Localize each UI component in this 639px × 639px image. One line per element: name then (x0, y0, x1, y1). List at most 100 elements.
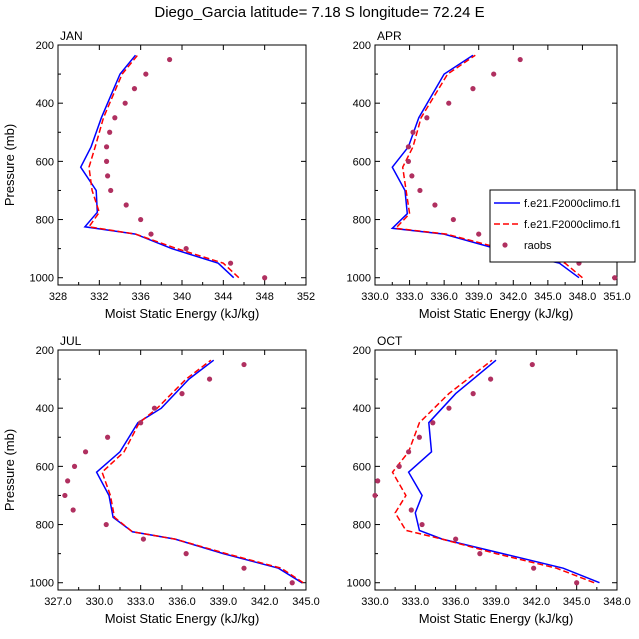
raobs-point (151, 405, 158, 411)
y-tick-label: 200 (36, 40, 54, 52)
legend-box (489, 189, 636, 263)
x-tick-label: 330.0 (86, 596, 114, 608)
raobs-point (143, 71, 149, 77)
y-tick-label: 800 (353, 520, 371, 532)
raobs-point (406, 449, 412, 455)
y-tick-label: 200 (36, 345, 54, 357)
y-tick-label: 600 (36, 461, 54, 473)
raobs-point (262, 275, 268, 281)
raobs-point (62, 492, 68, 499)
y-tick-label: 600 (353, 156, 371, 168)
raobs-point (112, 115, 118, 121)
model-line-dashed (101, 359, 304, 584)
raobs-point (488, 376, 494, 382)
x-tick-label: 336.0 (430, 291, 458, 303)
raobs-point (70, 507, 76, 513)
raobs-point (131, 86, 138, 92)
raobs-point (183, 551, 189, 557)
raobs-point (424, 115, 430, 121)
y-axis-label: Pressure (mb) (2, 124, 17, 206)
x-tick-label: 332 (90, 291, 108, 303)
y-tick-label: 800 (353, 215, 371, 227)
panel-apr: APR 330.0 333.0 336.0 339.0 342.0 345.0 348.0 35… (347, 29, 631, 321)
raobs-point (107, 129, 113, 135)
x-tick-label: 339.0 (210, 596, 238, 608)
x-tick-label: 336.0 (168, 596, 196, 608)
raobs-point (183, 246, 189, 252)
raobs-point (103, 521, 109, 528)
x-tick-label: 336 (131, 291, 149, 303)
raobs-point (103, 158, 110, 164)
plot-frame (57, 44, 307, 286)
legend-marker (502, 242, 508, 248)
model-line-solid (79, 54, 235, 279)
x-axis-label: Moist Static Energy (kJ/kg) (105, 611, 260, 626)
raobs-point (123, 202, 129, 208)
raobs-point (105, 434, 111, 440)
raobs-point (410, 129, 416, 135)
x-axis-label: Moist Static Energy (kJ/kg) (419, 306, 574, 321)
model-line-dashed (391, 359, 595, 584)
raobs-point (476, 231, 482, 237)
raobs-point (396, 463, 402, 469)
raobs-point (241, 361, 247, 368)
x-tick-label: 345.0 (292, 596, 320, 608)
raobs-point (227, 260, 234, 266)
model-line-solid (95, 359, 303, 584)
panel-jan: JAN 328 332 336 340 344 348 352 200 400 600 800 1000… (2, 29, 315, 321)
y-tick-label: 600 (353, 461, 371, 473)
panel-oct: OCT 330.0 333.0 336.0 339.0 342.0 345.0 348.0 20… (347, 334, 631, 626)
y-tick-label: 1000 (30, 273, 54, 285)
raobs-point (574, 580, 580, 586)
panel-title: OCT (377, 334, 403, 348)
raobs-point (103, 144, 110, 150)
x-tick-label: 345.0 (563, 596, 591, 608)
x-axis-label: Moist Static Energy (kJ/kg) (419, 611, 574, 626)
x-tick-label: 348.0 (603, 596, 631, 608)
raobs-point (453, 536, 459, 542)
legend-label: f.e21.F2000climo.f1 (524, 219, 621, 231)
panel-title: JUL (60, 334, 82, 348)
x-tick-label: 333.0 (396, 291, 424, 303)
raobs-point (612, 275, 618, 281)
model-line-solid (407, 359, 600, 584)
raobs-point (82, 449, 89, 455)
raobs-point (65, 478, 71, 484)
y-axis-label: Pressure (mb) (2, 429, 17, 511)
x-tick-label: 352 (297, 291, 315, 303)
x-tick-label: 351.0 (603, 291, 631, 303)
y-tick-label: 1000 (347, 578, 371, 590)
raobs-point (491, 71, 497, 77)
y-tick-label: 400 (353, 403, 371, 415)
raobs-point (108, 187, 114, 194)
raobs-point (450, 216, 456, 223)
raobs-point (179, 391, 185, 397)
y-tick-label: 400 (353, 98, 371, 110)
raobs-point (446, 100, 452, 106)
x-tick-label: 330.0 (361, 596, 389, 608)
x-tick-label: 328 (49, 291, 67, 303)
legend-label: raobs (524, 240, 552, 252)
x-tick-label: 327.0 (44, 596, 72, 608)
y-tick-label: 800 (36, 520, 54, 532)
raobs-point (446, 405, 452, 411)
x-tick-label: 344 (214, 291, 232, 303)
y-tick-label: 600 (36, 156, 54, 168)
raobs-point (140, 536, 147, 542)
y-tick-label: 1000 (347, 273, 371, 285)
raobs-point (531, 565, 537, 571)
raobs-point (105, 173, 111, 179)
raobs-point (470, 391, 476, 397)
raobs-point (289, 580, 295, 586)
y-tick-label: 200 (353, 345, 371, 357)
y-tick-label: 400 (36, 403, 54, 415)
raobs-point (430, 420, 436, 426)
x-tick-label: 336.0 (442, 596, 470, 608)
raobs-point (167, 56, 173, 63)
raobs-point (405, 158, 412, 164)
x-tick-label: 345.0 (534, 291, 562, 303)
x-tick-label: 339.0 (465, 291, 493, 303)
raobs-point (138, 420, 144, 426)
raobs-point (517, 56, 523, 63)
